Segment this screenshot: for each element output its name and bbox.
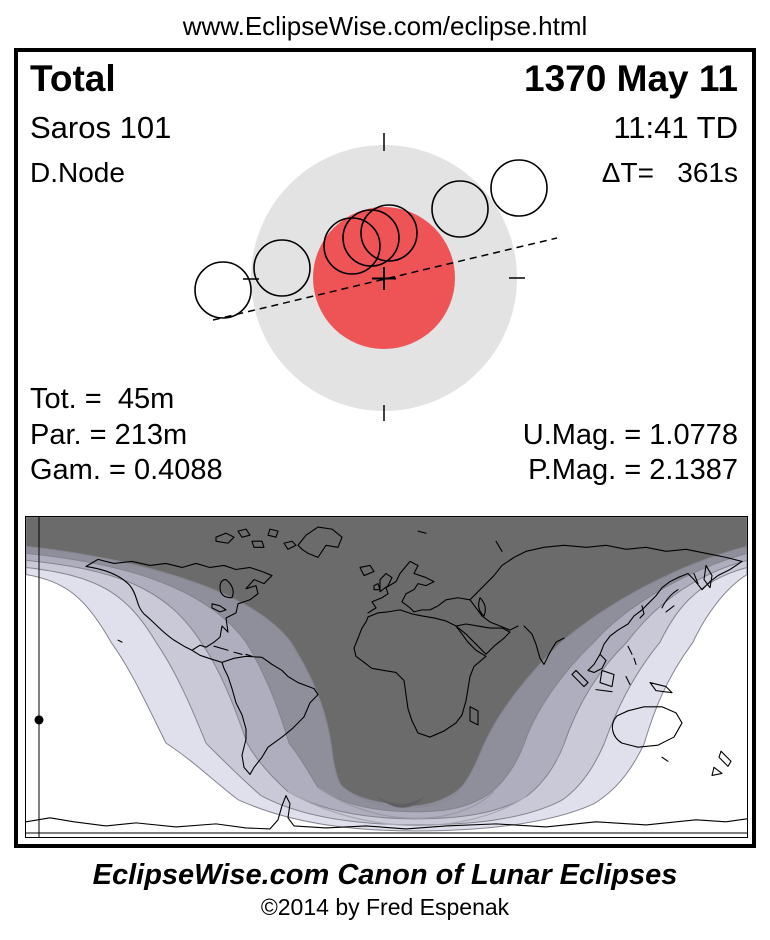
- moon-contact-positions: [194, 159, 548, 319]
- contact-curve-crossing-2: [317, 787, 495, 819]
- delta-t: ΔT= 361s: [601, 157, 738, 188]
- stat-totality: Tot. = 45m: [30, 383, 175, 415]
- saros-label: Saros 101: [30, 110, 172, 145]
- eclipse-date: 1370 May 11: [524, 58, 738, 99]
- coastlines: [26, 526, 747, 830]
- contact-curve-crossing-3: [287, 791, 527, 827]
- moon-position-4: [342, 209, 400, 267]
- visibility-map: [26, 517, 747, 837]
- stat-partial: Par. = 213m: [30, 419, 188, 451]
- node-label: D.Node: [30, 157, 125, 188]
- eclipse-type: Total: [30, 58, 116, 99]
- shadow-geometry-diagram: [194, 133, 558, 421]
- canon-title: EclipseWise.com Canon of Lunar Eclipses: [92, 859, 678, 891]
- moon-zenith-point: [34, 715, 44, 725]
- stat-gamma: Gam. = 0.4088: [30, 454, 223, 486]
- moon-position-5: [360, 204, 418, 262]
- moon-position-2: [253, 239, 311, 297]
- moon-position-1: [194, 261, 252, 319]
- ecliptic-dashed-line: [212, 237, 558, 321]
- moon-position-6: [431, 180, 489, 238]
- center-cross: [372, 267, 396, 290]
- crossing-lens: [376, 795, 426, 808]
- stat-penumbral-magnitude: P.Mag. = 2.1387: [528, 454, 738, 486]
- canon-credit: ©2014 by Fred Espenak: [260, 894, 510, 920]
- stat-umbral-magnitude: U.Mag. = 1.0778: [522, 419, 738, 451]
- visibility-map-frame: [25, 516, 748, 838]
- greatest-time: 11:41 TD: [613, 110, 738, 145]
- eclipse-card: Total 1370 May 11 Saros 101 11:41 TD D.N…: [14, 48, 756, 848]
- contact-curve-crossing-1: [340, 785, 462, 809]
- moon-position-7: [490, 159, 548, 217]
- site-url: www.EclipseWise.com/eclipse.html: [182, 11, 588, 41]
